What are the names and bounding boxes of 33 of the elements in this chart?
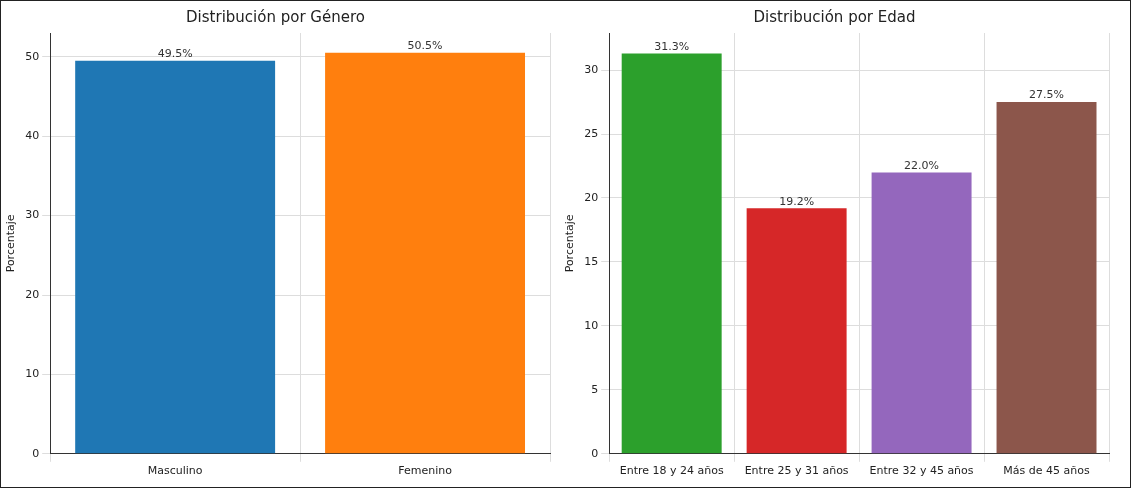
x-tick-label: Masculino [147,464,203,478]
data-label: 50.5% [407,39,443,53]
data-label: 27.5% [1029,88,1064,102]
chart-title: Distribución por Género [186,7,365,26]
data-label: 49.5% [157,47,193,61]
x-tick-label: Femenino [398,464,453,478]
y-tick-label: 20 [25,287,40,301]
y-tick-label: 0 [32,446,40,460]
y-tick-label: 10 [584,318,599,332]
bar [621,53,722,454]
data-label: 31.3% [654,39,690,53]
x-tick-label: Entre 25 y 31 años [744,464,849,478]
data-label: 19.2% [779,194,815,208]
bar [871,172,972,454]
data-label: 22.0% [904,158,940,172]
x-tick-label: Entre 32 y 45 años [869,464,974,478]
y-tick-label: 10 [25,367,40,381]
y-tick-label: 0 [591,446,599,460]
y-tick-label: 40 [25,129,40,143]
x-tick-label: Más de 45 años [1003,464,1090,478]
y-tick-label: 15 [584,254,599,268]
y-tick-label: 20 [584,190,599,204]
y-tick-label: 50 [25,49,40,63]
bar [996,102,1097,454]
y-axis-title: Porcentaje [4,214,18,273]
y-tick-label: 30 [25,208,40,222]
chart-title: Distribución por Edad [753,7,916,26]
x-tick-label: Entre 18 y 24 años [619,464,724,478]
y-axis-title: Porcentaje [563,214,577,273]
bar [746,208,847,454]
y-tick-label: 25 [584,126,599,140]
y-tick-label: 5 [591,382,599,396]
y-tick-label: 30 [584,62,599,76]
